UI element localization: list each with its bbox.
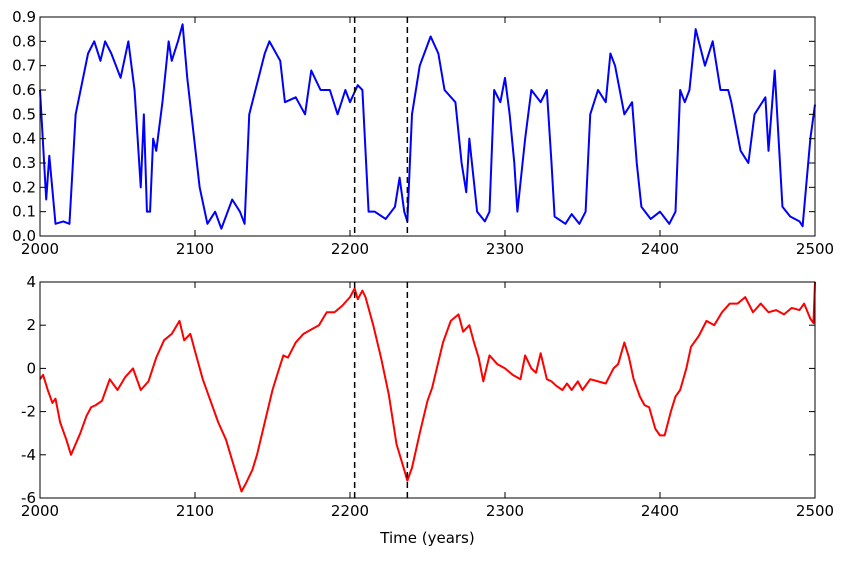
y-tick-label: 0.4 [12,130,36,148]
x-tick-label: 2100 [176,502,214,520]
y-tick-label: 0.1 [12,203,36,221]
y-tick-label: 0.5 [12,105,36,123]
x-tick-label: 2000 [21,240,59,258]
x-tick-label: 2300 [486,240,524,258]
data-line [39,281,816,493]
y-tick-label: 0.7 [12,57,36,75]
y-tick-label: -4 [21,446,36,464]
y-tick-label: 0.0 [12,227,36,245]
x-tick-label: 2200 [331,502,369,520]
axes-frame [39,281,816,499]
x-tick-label: 2500 [796,240,834,258]
y-tick-label: 0.3 [12,154,36,172]
y-tick-label: 0 [26,359,36,377]
y-tick-label: 2 [26,316,36,334]
x-tick-label: 2200 [331,240,369,258]
x-axis-label: Time (years) [379,529,474,547]
x-tick-label: 2400 [641,502,679,520]
x-tick-label: 2400 [641,240,679,258]
y-tick-label: 0.2 [12,178,36,196]
x-tick-label: 2300 [486,502,524,520]
y-tick-label: 0.6 [12,81,36,99]
x-tick-label: 2100 [176,240,214,258]
y-tick-label: 4 [26,273,36,291]
axes-frame [39,16,816,237]
y-tick-label: 0.9 [12,8,36,26]
x-tick-label: 2500 [796,502,834,520]
data-line [39,23,816,230]
y-tick-label: -6 [21,489,36,507]
y-tick-label: 0.8 [12,32,36,50]
y-tick-label: -2 [21,403,36,421]
x-tick-label: 2000 [21,502,59,520]
